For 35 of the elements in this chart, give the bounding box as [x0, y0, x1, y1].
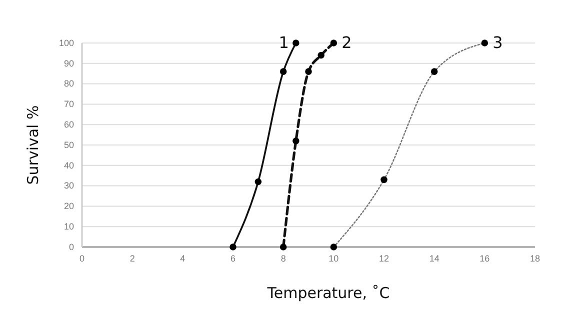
y-tick-label: 90 [64, 58, 74, 68]
point [305, 68, 312, 75]
y-tick-label: 40 [64, 160, 74, 170]
x-tick-label: 0 [79, 253, 85, 264]
series-label: 2 [342, 33, 352, 52]
y-tick-label: 0 [68, 242, 74, 252]
point [280, 68, 287, 75]
x-tick-label: 10 [328, 253, 339, 264]
y-tick-label: 10 [64, 221, 74, 232]
x-tick-label: 12 [378, 253, 390, 264]
point [280, 244, 287, 250]
series-label: 1 [278, 33, 289, 52]
point [318, 52, 324, 59]
x-tick-label: 16 [480, 253, 490, 264]
x-axis-title: Temperature, ˚C [266, 284, 390, 302]
point [292, 40, 300, 46]
y-tick-label: 70 [64, 99, 74, 110]
y-tick-label: 20 [64, 201, 74, 212]
series-label: 3 [492, 33, 503, 52]
x-tick-label: 8 [280, 253, 286, 264]
x-tick-label: 14 [429, 253, 440, 264]
y-tick-label: 100 [58, 38, 74, 48]
y-tick-label: 60 [64, 119, 74, 130]
y-tick-label: 50 [64, 140, 74, 150]
point [230, 244, 236, 250]
x-tick-label: 2 [130, 253, 135, 264]
point [330, 40, 338, 46]
x-tick-label: 4 [180, 253, 186, 264]
y-axis-title: Survival % [24, 105, 42, 185]
point [292, 138, 300, 144]
x-tick-label: 18 [530, 253, 540, 264]
y-tick-label: 30 [64, 180, 74, 191]
y-tick-label: 80 [64, 78, 74, 89]
x-tick-label: 6 [230, 253, 236, 264]
point [254, 178, 262, 186]
